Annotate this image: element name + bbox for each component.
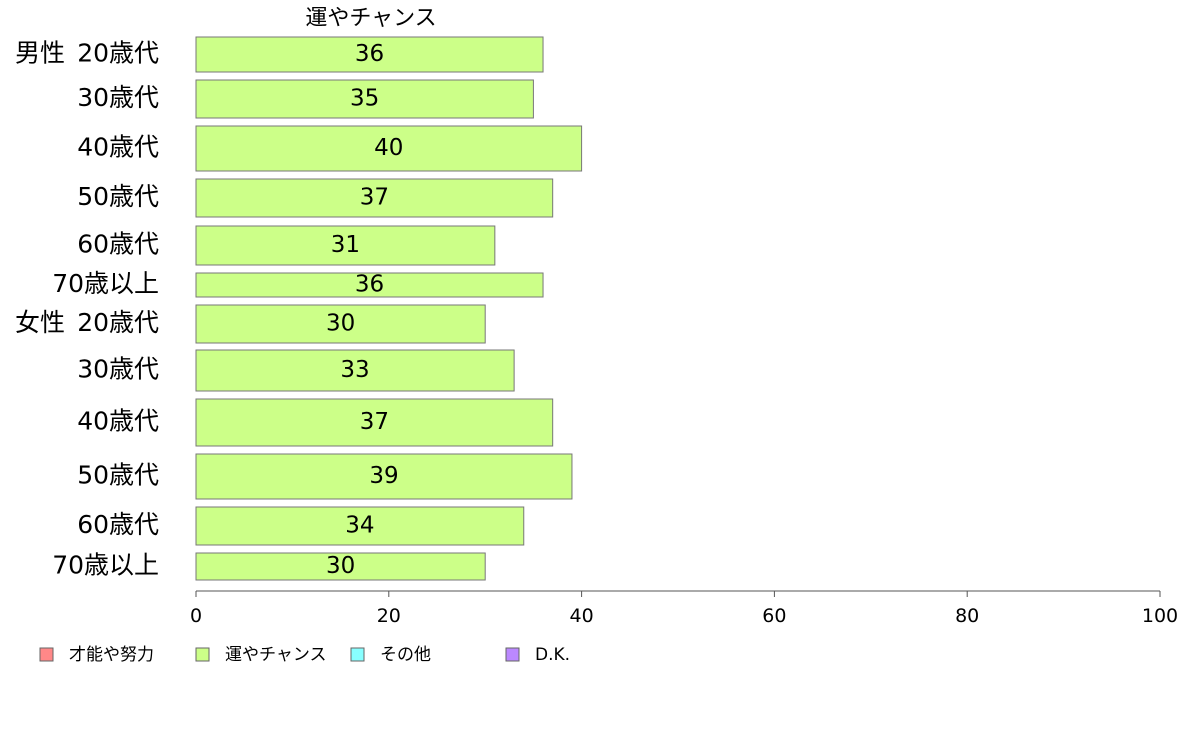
- category-label: 60歳代: [77, 510, 159, 539]
- chart-title: 運やチャンス: [305, 6, 436, 31]
- legend-swatch: [505, 647, 520, 662]
- category-label: 70歳以上: [52, 269, 159, 298]
- legend-label: 運やチャンス: [225, 645, 327, 665]
- legend-label: D.K.: [535, 645, 570, 665]
- category-label: 40歳代: [77, 407, 159, 436]
- category-label: 50歳代: [77, 182, 159, 211]
- bar-value-label: 30: [326, 311, 355, 337]
- category-label: 20歳代: [77, 308, 159, 337]
- category-label: 70歳以上: [52, 551, 159, 580]
- x-tick-label: 20: [377, 605, 401, 627]
- bar-value-label: 33: [340, 357, 369, 383]
- x-tick-label: 60: [762, 605, 786, 627]
- bar: [195, 304, 486, 344]
- legend-label: 才能や努力: [69, 645, 154, 665]
- bar: [195, 349, 515, 392]
- category-label: 50歳代: [77, 461, 159, 490]
- bar: [195, 125, 583, 172]
- legend-swatch: [350, 647, 365, 662]
- legend-swatch: [39, 647, 54, 662]
- bar: [195, 272, 544, 298]
- bar-value-label: 31: [331, 232, 360, 258]
- legend: 才能や努力 運やチャンス その他 D.K.: [39, 645, 570, 665]
- bar-value-label: 39: [369, 463, 398, 489]
- bar: [195, 453, 573, 500]
- bar: [195, 36, 544, 73]
- x-tick-label: 40: [570, 605, 594, 627]
- bar-value-label: 35: [350, 86, 379, 112]
- bar: [195, 506, 525, 546]
- bar: [195, 79, 534, 119]
- bar: [195, 552, 486, 581]
- category-label: 20歳代: [77, 39, 159, 68]
- legend-swatch: [195, 647, 210, 662]
- bar-value-label: 37: [360, 409, 389, 435]
- bar-value-label: 40: [374, 135, 403, 161]
- bar: [195, 178, 554, 218]
- bar-value-label: 36: [355, 272, 384, 298]
- bar-value-label: 37: [360, 185, 389, 211]
- bar-value-label: 34: [345, 513, 374, 539]
- x-axis: 0 20 40 60 80 100: [190, 590, 1178, 627]
- x-tick-label: 80: [955, 605, 979, 627]
- group-label: 女性: [15, 308, 65, 337]
- category-label: 30歳代: [77, 355, 159, 384]
- legend-label: その他: [380, 645, 431, 665]
- category-label: 30歳代: [77, 83, 159, 112]
- x-tick-label: 100: [1142, 605, 1178, 627]
- plot-area: 男性 20歳代 36 30歳代 35 40歳代 40 50歳代 37 60歳代 31 70歳以上 36 女…: [15, 36, 583, 581]
- category-label: 40歳代: [77, 133, 159, 162]
- x-tick-label: 0: [190, 605, 202, 627]
- group-label: 男性: [15, 39, 65, 68]
- bar: [195, 225, 496, 266]
- bar: [195, 398, 554, 447]
- bar-value-label: 36: [355, 41, 384, 67]
- bar-value-label: 30: [326, 553, 355, 579]
- category-label: 60歳代: [77, 230, 159, 259]
